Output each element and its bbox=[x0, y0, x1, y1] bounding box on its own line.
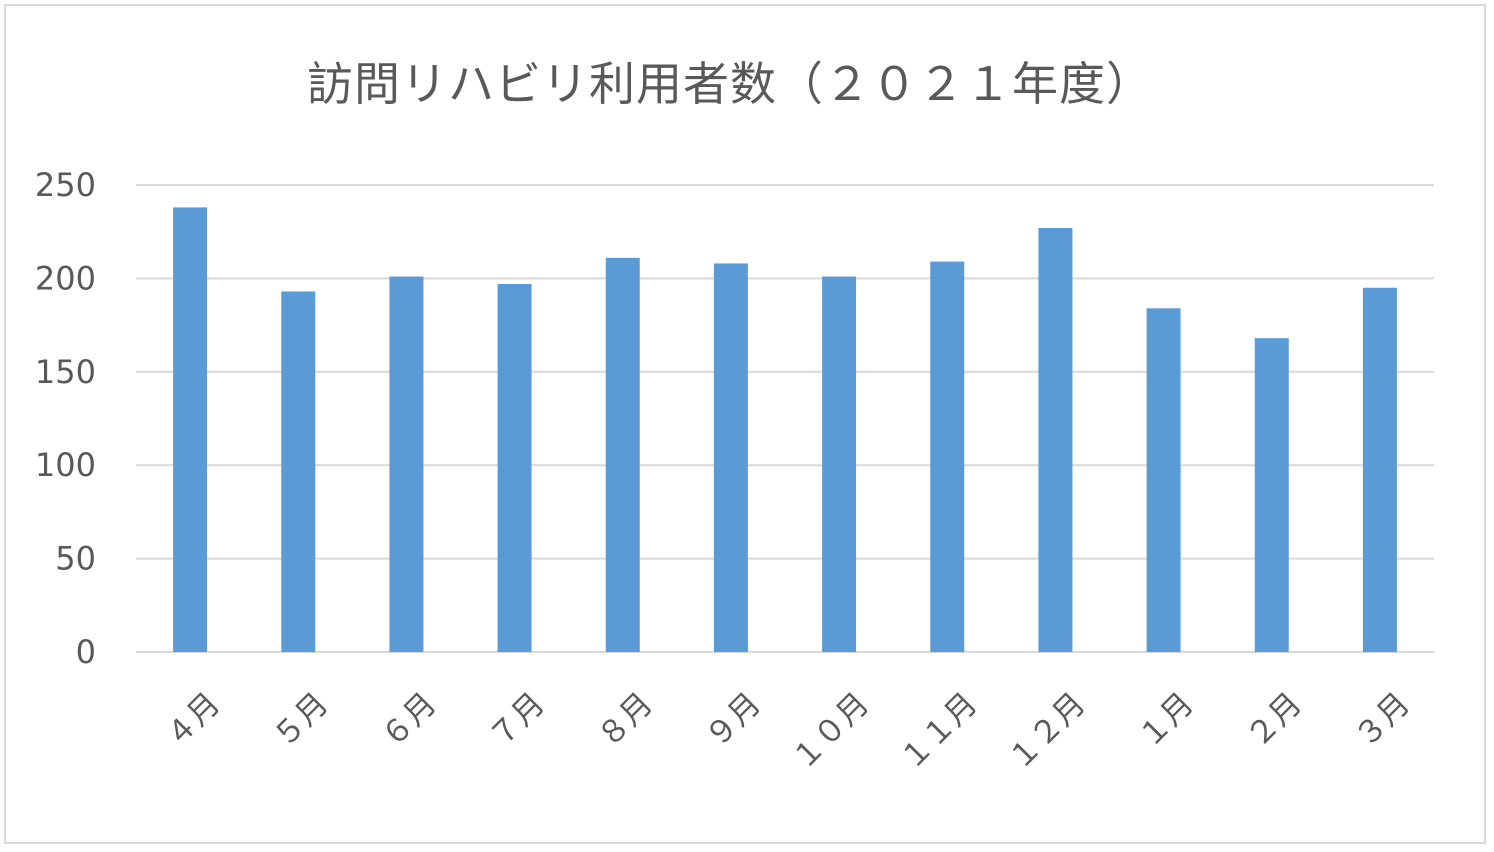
chart-title: 訪問リハビリ利用者数（２０２１年度） bbox=[307, 57, 1153, 111]
bar bbox=[713, 263, 748, 652]
x-tick-label: １２月 bbox=[1001, 686, 1092, 777]
bars bbox=[173, 207, 1397, 653]
x-tick-label: １０月 bbox=[785, 686, 876, 777]
y-axis-ticks: 0 50 100 150 200 250 bbox=[35, 166, 96, 671]
y-tick-label: 150 bbox=[35, 353, 96, 391]
bar bbox=[605, 257, 640, 652]
x-tick-label: １月 bbox=[1132, 686, 1201, 755]
bar bbox=[497, 284, 532, 652]
y-tick-label: 0 bbox=[76, 633, 96, 671]
bar bbox=[822, 276, 857, 652]
x-tick-label: ４月 bbox=[158, 686, 227, 755]
bar bbox=[281, 291, 316, 652]
y-tick-label: 200 bbox=[35, 259, 96, 297]
x-tick-label: ９月 bbox=[699, 686, 768, 755]
bar bbox=[1146, 308, 1181, 652]
bar bbox=[389, 276, 424, 652]
x-tick-label: ５月 bbox=[266, 686, 335, 755]
bar bbox=[930, 261, 965, 652]
y-tick-label: 50 bbox=[55, 540, 96, 578]
y-tick-label: 250 bbox=[35, 166, 96, 204]
bar bbox=[1038, 227, 1073, 653]
x-tick-label: ７月 bbox=[483, 686, 552, 755]
x-tick-label: ２月 bbox=[1240, 686, 1309, 755]
bar bbox=[1254, 338, 1289, 652]
bar bbox=[1362, 287, 1397, 652]
bar bbox=[173, 207, 208, 652]
x-tick-label: １１月 bbox=[893, 686, 984, 777]
x-tick-label: ８月 bbox=[591, 686, 660, 755]
y-tick-label: 100 bbox=[35, 446, 96, 484]
gridlines bbox=[136, 184, 1434, 653]
x-tick-label: ３月 bbox=[1348, 686, 1417, 755]
x-axis-ticks: ４月 ５月 ６月 ７月 ８月 ９月 １０月 １１月 １２月 １月 ２月 ３月 bbox=[158, 686, 1417, 777]
x-tick-label: ６月 bbox=[374, 686, 443, 755]
